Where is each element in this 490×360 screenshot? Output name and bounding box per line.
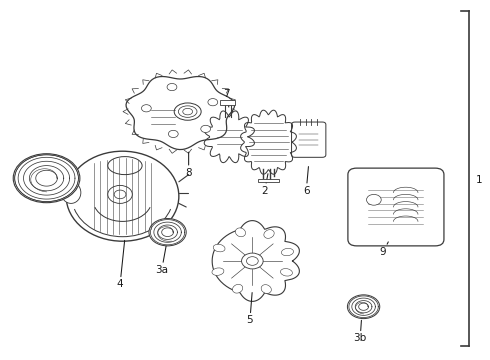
Circle shape [169, 130, 178, 138]
Polygon shape [204, 111, 254, 163]
FancyBboxPatch shape [258, 179, 279, 182]
Text: 1: 1 [476, 175, 483, 185]
Ellipse shape [232, 284, 243, 293]
Circle shape [149, 219, 186, 246]
Text: 2: 2 [261, 174, 268, 196]
Polygon shape [126, 77, 235, 149]
Text: 8: 8 [185, 152, 192, 178]
Ellipse shape [108, 157, 142, 175]
FancyBboxPatch shape [220, 100, 235, 105]
Ellipse shape [61, 182, 81, 203]
Circle shape [114, 190, 126, 199]
Text: 4: 4 [117, 240, 124, 289]
Polygon shape [212, 221, 299, 301]
Ellipse shape [235, 228, 245, 237]
Circle shape [347, 295, 380, 319]
FancyBboxPatch shape [292, 122, 326, 157]
Ellipse shape [264, 230, 274, 238]
Ellipse shape [66, 151, 179, 241]
Text: 5: 5 [246, 293, 253, 325]
Circle shape [246, 257, 258, 265]
Ellipse shape [213, 244, 225, 252]
Ellipse shape [178, 106, 197, 117]
Ellipse shape [281, 248, 294, 256]
Ellipse shape [212, 268, 224, 275]
Circle shape [108, 185, 132, 203]
Text: 6: 6 [303, 167, 310, 196]
Circle shape [367, 194, 381, 205]
Text: 9: 9 [380, 242, 388, 257]
Ellipse shape [280, 269, 293, 276]
Polygon shape [241, 110, 296, 174]
Circle shape [142, 105, 151, 112]
Text: 3a: 3a [155, 246, 168, 275]
FancyBboxPatch shape [348, 168, 444, 246]
Ellipse shape [183, 108, 193, 115]
Text: 3b: 3b [353, 320, 367, 343]
Circle shape [13, 154, 80, 203]
Ellipse shape [261, 285, 271, 293]
Circle shape [167, 84, 177, 91]
Text: 7: 7 [223, 89, 230, 107]
Ellipse shape [174, 103, 201, 120]
Circle shape [201, 125, 211, 132]
Circle shape [242, 253, 263, 269]
Circle shape [208, 99, 218, 106]
